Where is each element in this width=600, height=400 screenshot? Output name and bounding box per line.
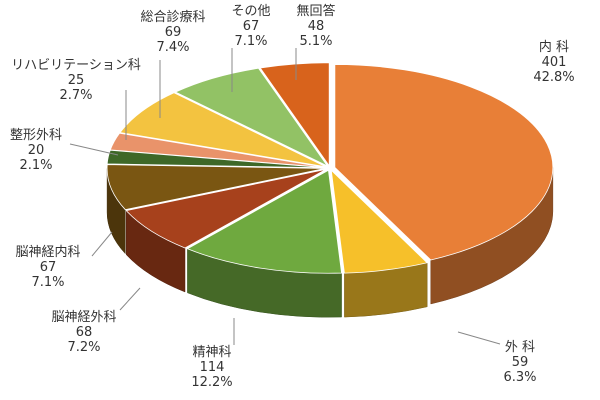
data-label-3: 脳神経外科 68 7.2% bbox=[51, 310, 116, 355]
data-label-label: リハビリテーション科 bbox=[11, 58, 141, 73]
data-label-9: 無回答 48 5.1% bbox=[296, 4, 335, 49]
data-label-value: 69 bbox=[164, 25, 182, 40]
data-label-label: 脳神経外科 bbox=[51, 310, 117, 325]
data-label-label: 精神科 bbox=[192, 345, 232, 360]
leader-line-4 bbox=[91, 231, 113, 257]
data-label-percent: 42.8% bbox=[533, 70, 575, 85]
data-label-percent: 7.1% bbox=[234, 34, 268, 49]
data-label-percent: 2.7% bbox=[59, 88, 93, 103]
pie-tops bbox=[106, 62, 554, 274]
data-label-percent: 7.2% bbox=[67, 340, 101, 355]
data-label-6: リハビリテーション科 25 2.7% bbox=[11, 58, 141, 103]
data-label-8: その他 67 7.1% bbox=[231, 4, 270, 49]
pie-slice-9 bbox=[259, 62, 330, 167]
data-label-0: 内 科 401 42.8% bbox=[533, 40, 574, 85]
pie-sides bbox=[106, 167, 554, 318]
data-label-label: 脳神経内科 bbox=[15, 245, 81, 260]
pie-slice-1 bbox=[330, 169, 428, 274]
data-label-label: 総合診療科 bbox=[140, 10, 206, 25]
data-label-7: 総合診療科 69 7.4% bbox=[140, 10, 205, 55]
pie-slice-3 bbox=[125, 169, 327, 249]
leader-lines bbox=[69, 48, 501, 345]
data-label-percent: 7.4% bbox=[156, 40, 190, 55]
data-label-percent: 6.3% bbox=[503, 370, 537, 385]
pie-slice-4 bbox=[106, 164, 326, 211]
data-label-label: 整形外科 bbox=[9, 128, 63, 143]
data-label-value: 68 bbox=[75, 325, 93, 340]
data-label-4: 脳神経内科 67 7.1% bbox=[15, 245, 80, 290]
data-label-percent: 7.1% bbox=[31, 275, 65, 290]
data-label-percent: 2.1% bbox=[19, 158, 53, 173]
data-label-value: 401 bbox=[541, 55, 567, 70]
data-label-value: 59 bbox=[511, 355, 529, 370]
data-label-value: 25 bbox=[67, 73, 85, 88]
data-label-percent: 12.2% bbox=[191, 375, 233, 390]
pie-slice-8 bbox=[174, 67, 328, 167]
pie-slice-7 bbox=[119, 92, 326, 168]
leader-line-5 bbox=[69, 143, 119, 156]
pie-slice-2 bbox=[186, 169, 343, 274]
data-label-label: 内 科 bbox=[538, 40, 570, 55]
data-label-label: 外 科 bbox=[504, 340, 536, 355]
data-label-value: 48 bbox=[307, 19, 325, 34]
data-label-value: 20 bbox=[27, 143, 45, 158]
leader-line-1 bbox=[457, 331, 501, 345]
data-label-1: 外 科 59 6.3% bbox=[503, 340, 536, 385]
data-label-2: 精神科 114 12.2% bbox=[191, 345, 232, 390]
leader-line-3 bbox=[119, 287, 141, 311]
data-label-percent: 5.1% bbox=[299, 34, 333, 49]
pie-slice-0 bbox=[334, 64, 554, 261]
data-label-5: 整形外科 20 2.1% bbox=[10, 128, 62, 173]
data-label-label: 無回答 bbox=[296, 4, 336, 19]
pie-slice-6 bbox=[109, 132, 326, 168]
data-label-label: その他 bbox=[231, 4, 271, 19]
data-label-value: 114 bbox=[199, 360, 225, 375]
data-label-value: 67 bbox=[242, 19, 260, 34]
data-label-value: 67 bbox=[39, 260, 57, 275]
